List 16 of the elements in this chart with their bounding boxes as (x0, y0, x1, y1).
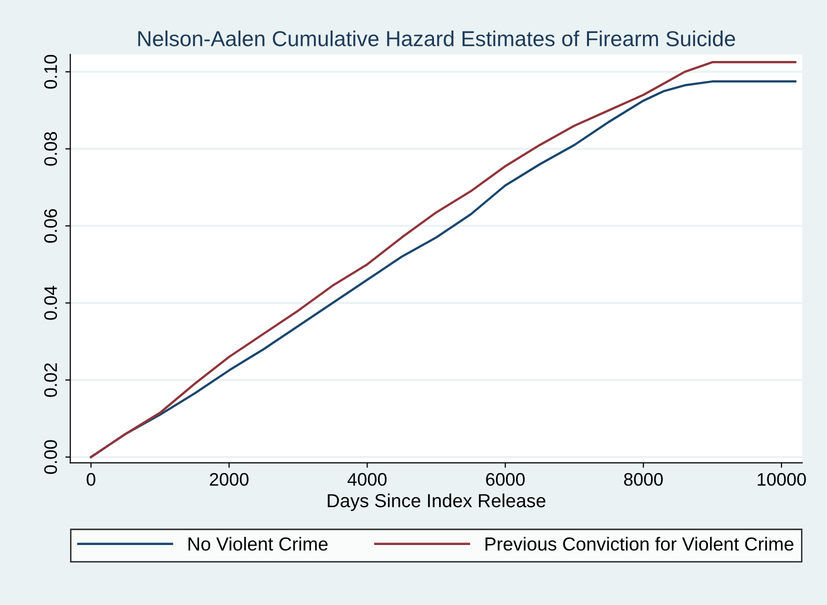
x-tick-label: 6000 (486, 473, 525, 486)
x-tick-label: 2000 (210, 473, 248, 486)
legend-label: No Violent Crime (188, 536, 328, 551)
y-tick-label: 0.08 (44, 132, 58, 166)
x-tick-label: 8000 (624, 473, 663, 486)
x-axis-title: Days Since Index Release (328, 494, 546, 512)
x-tick-label: 4000 (348, 473, 387, 486)
x-tick-label: 0 (86, 473, 96, 486)
y-tick-label: 0.06 (44, 209, 58, 243)
x-tick-label: 10000 (758, 473, 806, 486)
y-tick-label: 0.02 (44, 363, 58, 397)
chart-title: Nelson-Aalen Cumulative Hazard Estimates of Firearm Suicide (138, 30, 736, 46)
y-tick-label: 0.04 (44, 286, 58, 320)
legend-label: Previous Conviction for Violent Crime (486, 536, 794, 551)
y-tick-label: 0.10 (44, 54, 58, 89)
y-tick-label: 0.00 (44, 440, 58, 474)
